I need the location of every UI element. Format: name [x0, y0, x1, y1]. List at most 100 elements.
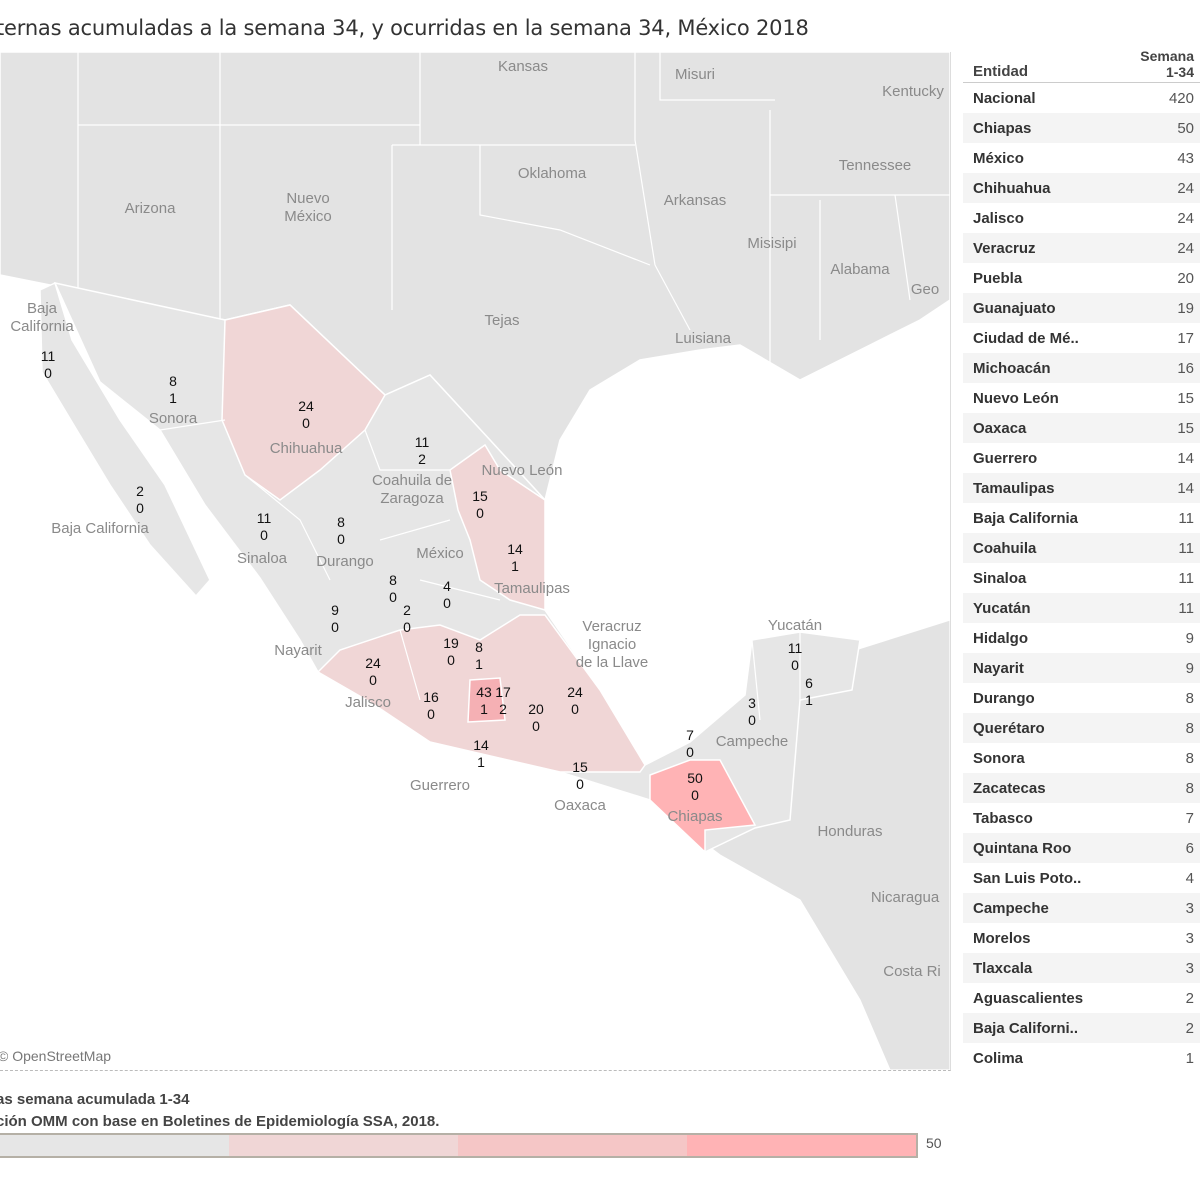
table-row[interactable]: Jalisco 24 — [963, 203, 1200, 233]
table-row[interactable]: Zacatecas 8 — [963, 773, 1200, 803]
table-row[interactable]: Yucatán 11 — [963, 593, 1200, 623]
table-row[interactable]: Nacional 420 — [963, 83, 1200, 113]
row-entity: Baja California — [973, 509, 1079, 527]
cumulative-count: 11 — [40, 348, 56, 364]
table-row[interactable]: Baja Californi.. 2 — [963, 1013, 1200, 1043]
cumulative-count: 24 — [365, 655, 381, 671]
column-header-semana[interactable]: Semana 1-34 — [1140, 48, 1194, 80]
map-place-label: Misisipi — [747, 235, 797, 252]
table-row[interactable]: México 43 — [963, 143, 1200, 173]
state-value-label[interactable]: 11 0 — [41, 348, 56, 382]
row-value: 24 — [1177, 209, 1194, 227]
table-row[interactable]: Ciudad de Mé.. 17 — [963, 323, 1200, 353]
row-value: 9 — [1185, 659, 1194, 677]
table-row[interactable]: Chiapas 50 — [963, 113, 1200, 143]
cumulative-count: 50 — [687, 770, 703, 786]
map-place-label: Guerrero — [409, 777, 471, 794]
table-row[interactable]: Baja California 11 — [963, 503, 1200, 533]
map-attribution[interactable]: © OpenStreetMap — [0, 1048, 112, 1064]
table-row[interactable]: Guanajuato 19 — [963, 293, 1200, 323]
week-count: 0 — [576, 776, 584, 792]
table-row[interactable]: Quintana Roo 6 — [963, 833, 1200, 863]
state-value-label[interactable]: 11 0 — [788, 640, 803, 674]
row-value: 20 — [1177, 269, 1194, 287]
state-value-label[interactable]: 24 0 — [298, 398, 314, 432]
table-row[interactable]: Tamaulipas 14 — [963, 473, 1200, 503]
row-entity: Aguascalientes — [973, 989, 1084, 1007]
state-value-label[interactable]: 17 2 — [495, 684, 511, 718]
table-row[interactable]: Puebla 20 — [963, 263, 1200, 293]
row-value: 3 — [1185, 959, 1194, 977]
row-value: 8 — [1185, 719, 1194, 737]
legend-color-step — [229, 1135, 458, 1156]
table-row[interactable]: San Luis Poto.. 4 — [963, 863, 1200, 893]
column-header-entidad[interactable]: Entidad — [973, 63, 1028, 80]
table-row[interactable]: Hidalgo 9 — [963, 623, 1200, 653]
state-value-label[interactable]: 14 1 — [473, 737, 489, 771]
map-view[interactable]: Kansas Misuri Kentucky Oklahoma Tennessee Ari… — [0, 52, 951, 1071]
map-place-label: Jalisco — [345, 694, 391, 711]
map-place-label: Oklahoma — [517, 165, 587, 182]
state-value-label[interactable]: 14 1 — [507, 541, 523, 575]
table-row[interactable]: Sonora 8 — [963, 743, 1200, 773]
state-value-label[interactable]: 20 0 — [528, 701, 544, 735]
week-count: 0 — [302, 415, 310, 431]
map-place-label: Tejas — [484, 312, 520, 329]
row-entity: Hidalgo — [973, 629, 1028, 647]
table-row[interactable]: Nuevo León 15 — [963, 383, 1200, 413]
table-row[interactable]: Coahuila 11 — [963, 533, 1200, 563]
table-row[interactable]: Morelos 3 — [963, 923, 1200, 953]
table-row[interactable]: Campeche 3 — [963, 893, 1200, 923]
map-place-label: Oaxaca — [554, 797, 606, 814]
state-value-label[interactable]: 11 0 — [257, 510, 272, 544]
legend-color-step — [0, 1135, 229, 1156]
state-value-label[interactable]: 16 0 — [423, 689, 439, 723]
cumulative-count: 8 — [389, 572, 397, 588]
table-row[interactable]: Durango 8 — [963, 683, 1200, 713]
row-value: 2 — [1185, 1019, 1194, 1037]
state-value-label[interactable]: 15 0 — [572, 759, 588, 793]
table-row[interactable]: Oaxaca 15 — [963, 413, 1200, 443]
map-place-label: Baja California — [51, 520, 149, 537]
table-row[interactable]: Tlaxcala 3 — [963, 953, 1200, 983]
table-row[interactable]: Aguascalientes 2 — [963, 983, 1200, 1013]
table-row[interactable]: Veracruz 24 — [963, 233, 1200, 263]
row-entity: Coahuila — [973, 539, 1037, 557]
week-count: 0 — [427, 706, 435, 722]
state-value-label[interactable]: 24 0 — [365, 655, 381, 689]
table-row[interactable]: Guerrero 14 — [963, 443, 1200, 473]
map-place-label: Costa Ri — [883, 963, 941, 980]
state-value-label[interactable]: 43 1 — [476, 684, 492, 718]
table-row[interactable]: Michoacán 16 — [963, 353, 1200, 383]
state-value-label[interactable]: 15 0 — [472, 488, 488, 522]
row-entity: Guerrero — [973, 449, 1038, 467]
row-value: 8 — [1185, 689, 1194, 707]
row-value: 2 — [1185, 989, 1194, 1007]
table-row[interactable]: Querétaro 8 — [963, 713, 1200, 743]
table-row[interactable]: Tabasco 7 — [963, 803, 1200, 833]
row-entity: Nuevo León — [973, 389, 1059, 407]
table-row[interactable]: Colima 1 — [963, 1043, 1200, 1073]
row-value: 43 — [1177, 149, 1194, 167]
state-value-label[interactable]: 19 0 — [443, 635, 459, 669]
state-value-label[interactable]: 50 0 — [687, 770, 703, 804]
table-row[interactable]: Chihuahua 24 — [963, 173, 1200, 203]
legend-title: as semana acumulada 1-34 — [0, 1091, 190, 1108]
state-value-label[interactable]: 11 2 — [415, 434, 430, 468]
table-row[interactable]: Nayarit 9 — [963, 653, 1200, 683]
table-row[interactable]: Sinaloa 11 — [963, 563, 1200, 593]
state-value-label[interactable]: 24 0 — [567, 684, 583, 718]
map-place-label: Coahuila de Zaragoza — [371, 472, 453, 507]
row-value: 4 — [1185, 869, 1194, 887]
